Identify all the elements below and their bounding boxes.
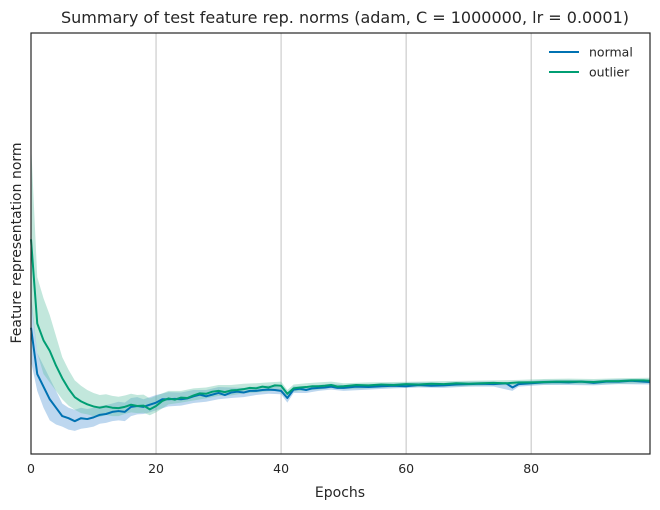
x-tick-label-40: 40 (273, 461, 289, 476)
legend-label-outlier: outlier (589, 65, 630, 80)
x-tick-label-60: 60 (398, 461, 414, 476)
series-line-normal (30, 327, 651, 423)
plot-frame (30, 32, 651, 455)
x-axis-label: Epochs (315, 485, 365, 501)
series-lines (30, 239, 651, 423)
y-axis-label: Feature representation norm (9, 142, 25, 343)
legend: normal outlier (549, 45, 633, 80)
x-tick-label-0: 0 (27, 461, 35, 476)
chart-title: Summary of test feature rep. norms (adam… (61, 8, 629, 27)
x-axis-ticks: 0 20 40 60 80 (27, 461, 539, 476)
x-tick-label-80: 80 (523, 461, 539, 476)
confidence-bands (31, 142, 650, 431)
band-normal (31, 294, 650, 431)
x-tick-label-20: 20 (148, 461, 164, 476)
series-line-outlier (30, 239, 651, 411)
legend-label-normal: normal (589, 45, 633, 60)
